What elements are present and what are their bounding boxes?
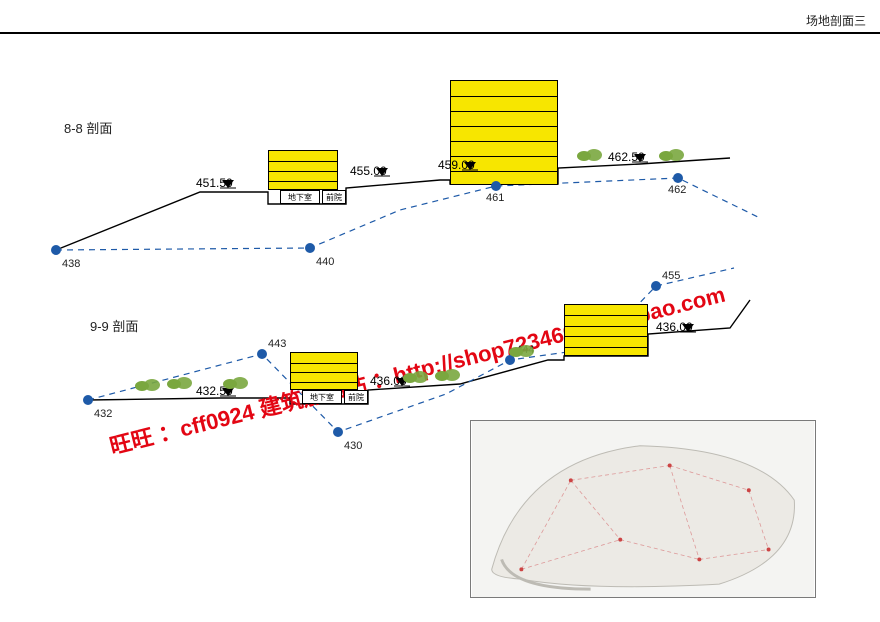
elevation-marker-icon bbox=[680, 322, 696, 334]
survey-point bbox=[491, 181, 501, 191]
building-block bbox=[290, 352, 358, 390]
survey-point bbox=[651, 281, 661, 291]
survey-point-label: 438 bbox=[62, 258, 80, 270]
survey-point-label: 432 bbox=[94, 408, 112, 420]
building-block bbox=[564, 304, 648, 356]
elevation-marker-icon bbox=[462, 160, 478, 172]
basement-label: 地下室 bbox=[302, 390, 342, 404]
vegetation-icon bbox=[434, 368, 462, 382]
survey-point-label: 430 bbox=[344, 440, 362, 452]
survey-point bbox=[51, 245, 61, 255]
survey-point-label: 440 bbox=[316, 256, 334, 268]
elevation-marker-icon bbox=[632, 152, 648, 164]
basement-label: 前院 bbox=[322, 190, 346, 204]
vegetation-icon bbox=[576, 148, 604, 162]
vegetation-icon bbox=[166, 376, 194, 390]
vegetation-icon bbox=[222, 376, 250, 390]
survey-point-label: 461 bbox=[486, 192, 504, 204]
elevation-marker-icon bbox=[374, 166, 390, 178]
building-block bbox=[268, 150, 338, 190]
survey-point bbox=[257, 349, 267, 359]
vegetation-icon bbox=[508, 344, 536, 358]
basement-label: 前院 bbox=[344, 390, 368, 404]
survey-point bbox=[83, 395, 93, 405]
survey-point bbox=[305, 243, 315, 253]
survey-point bbox=[673, 173, 683, 183]
elevation-marker-icon bbox=[220, 178, 236, 190]
survey-point-label: 443 bbox=[268, 338, 286, 350]
survey-point-label: 455 bbox=[662, 270, 680, 282]
vegetation-icon bbox=[402, 370, 430, 384]
survey-point bbox=[333, 427, 343, 437]
vegetation-icon bbox=[658, 148, 686, 162]
site-plan-minimap bbox=[470, 420, 816, 598]
survey-point-label: 462 bbox=[668, 184, 686, 196]
vegetation-icon bbox=[134, 378, 162, 392]
basement-label: 地下室 bbox=[280, 190, 320, 204]
page: 场地剖面三 8-8 剖面 9-9 剖面 旺旺 ：c bbox=[0, 0, 880, 622]
